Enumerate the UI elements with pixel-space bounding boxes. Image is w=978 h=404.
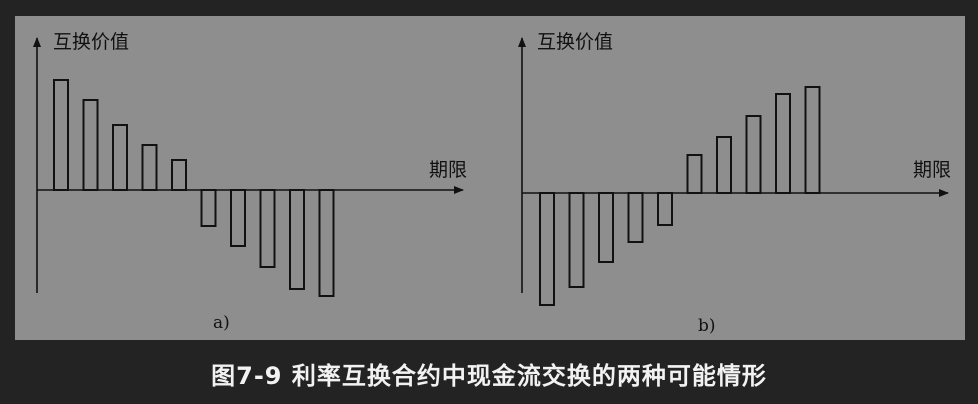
chart-b-bar-5 (657, 192, 673, 226)
chart-a-bar-1 (53, 79, 69, 191)
chart-a-bar-7 (230, 189, 246, 247)
chart-a: 互换价值 期限 a) (33, 31, 467, 333)
chart-a-sublabel: a) (213, 313, 230, 333)
chart-b-x-axis-label: 期限 (913, 159, 951, 181)
chart-b-bar-7 (716, 136, 732, 194)
chart-b-bar-6 (686, 154, 703, 194)
chart-b-y-axis-label: 互换价值 (537, 31, 613, 53)
figure-panel: 互换价值 期限 a) 互换价值 期限 b) (15, 16, 965, 340)
chart-b-bar-9 (775, 93, 791, 194)
chart-b-bar-8 (745, 115, 762, 194)
figure-caption: 图7-9 利率互换合约中现金流交换的两种可能情形 (211, 362, 767, 390)
chart-b: 互换价值 期限 b) (518, 31, 951, 336)
chart-a-bar-10 (318, 189, 335, 297)
chart-a-y-axis-label: 互换价值 (53, 31, 129, 53)
chart-b-bar-4 (627, 192, 644, 243)
chart-a-bar-5 (171, 159, 187, 191)
chart-a-bar-4 (141, 144, 158, 191)
chart-b-bars (539, 86, 821, 306)
chart-a-bars (53, 79, 335, 297)
chart-a-x-axis-label: 期限 (429, 159, 467, 181)
chart-a-bar-8 (259, 189, 276, 268)
chart-a-bar-9 (289, 189, 305, 290)
chart-a-bar-2 (82, 99, 99, 191)
chart-a-bar-3 (112, 124, 128, 191)
chart-a-bar-6 (200, 189, 217, 227)
chart-b-bar-2 (568, 192, 585, 288)
chart-b-bar-3 (598, 192, 614, 263)
chart-b-sublabel: b) (698, 316, 716, 336)
chart-canvas: 互换价值 期限 a) 互换价值 期限 b) (33, 31, 951, 336)
chart-b-bar-10 (804, 86, 821, 194)
chart-b-bar-1 (539, 192, 555, 306)
